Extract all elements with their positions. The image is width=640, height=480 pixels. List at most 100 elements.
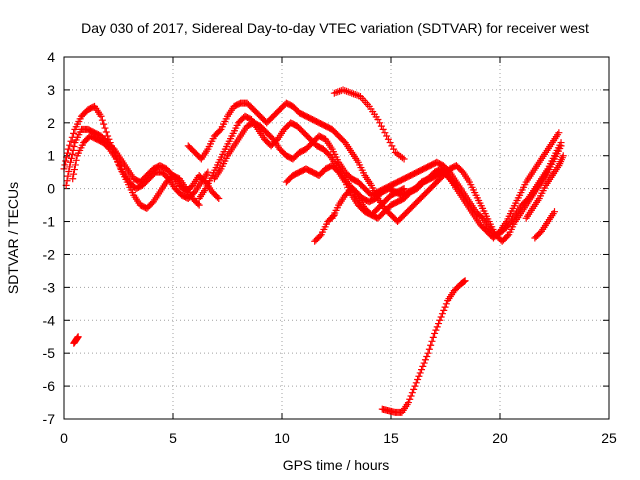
data-point bbox=[418, 366, 426, 374]
data-point bbox=[559, 152, 567, 160]
series-track-3 bbox=[69, 132, 212, 203]
data-point bbox=[432, 326, 440, 334]
y-axis-label: SDTVAR / TECUs bbox=[5, 182, 21, 294]
data-point bbox=[427, 341, 435, 349]
data-point bbox=[62, 157, 70, 165]
plot-frame bbox=[63, 56, 610, 420]
x-tick-label: 0 bbox=[60, 430, 68, 446]
data-point bbox=[442, 300, 450, 308]
data-point bbox=[68, 150, 76, 158]
data-point bbox=[400, 155, 408, 163]
data-point bbox=[194, 200, 202, 208]
x-tick-label: 5 bbox=[169, 430, 177, 446]
data-point bbox=[415, 372, 423, 380]
data-point bbox=[195, 201, 203, 209]
data-point bbox=[555, 129, 563, 137]
data-point bbox=[67, 154, 75, 162]
data-point bbox=[216, 127, 224, 135]
data-point bbox=[461, 277, 469, 285]
data-point bbox=[411, 382, 419, 390]
data-point bbox=[451, 180, 459, 188]
data-point bbox=[416, 369, 424, 377]
x-tick-label: 10 bbox=[274, 430, 290, 446]
data-point bbox=[64, 145, 72, 153]
data-point bbox=[404, 399, 412, 407]
data-point bbox=[460, 277, 468, 285]
data-point bbox=[64, 172, 72, 180]
data-point bbox=[431, 329, 439, 337]
series-track-13 bbox=[522, 152, 567, 222]
data-point bbox=[419, 362, 427, 370]
x-tick-label: 15 bbox=[383, 430, 399, 446]
data-point bbox=[67, 137, 75, 145]
data-point bbox=[428, 337, 436, 345]
x-tick-label: 20 bbox=[492, 430, 508, 446]
data-point bbox=[70, 143, 78, 151]
y-tick-label: 0 bbox=[47, 181, 55, 197]
data-point bbox=[557, 139, 565, 147]
y-tick-label: -1 bbox=[43, 214, 56, 230]
data-point bbox=[213, 193, 221, 201]
series-track-8 bbox=[328, 185, 408, 222]
y-tick-labels: -7 -6 -5 -4 -3 -2 -1 0 1 2 3 4 bbox=[43, 49, 56, 427]
y-tick-label: -2 bbox=[43, 246, 56, 262]
data-point bbox=[98, 116, 106, 124]
data-point bbox=[408, 389, 416, 397]
data-point bbox=[437, 313, 445, 321]
data-point bbox=[100, 120, 108, 128]
data-point bbox=[63, 149, 71, 157]
data-series bbox=[60, 86, 567, 416]
data-point bbox=[429, 333, 437, 341]
data-point bbox=[421, 356, 429, 364]
y-tick-label: 4 bbox=[47, 49, 55, 65]
data-point bbox=[66, 163, 74, 171]
y-tick-label: 1 bbox=[47, 148, 55, 164]
data-point bbox=[72, 156, 80, 164]
data-point bbox=[67, 158, 75, 166]
data-point bbox=[329, 212, 337, 220]
data-point bbox=[424, 349, 432, 357]
y-tick-label: -7 bbox=[43, 411, 56, 427]
series-track-12 bbox=[378, 277, 469, 416]
data-point bbox=[435, 320, 443, 328]
data-point bbox=[63, 177, 71, 185]
chart-title: Day 030 of 2017, Sidereal Day-to-day VTE… bbox=[81, 20, 589, 36]
data-point bbox=[399, 185, 407, 193]
data-point bbox=[70, 166, 78, 174]
y-tick-label: -3 bbox=[43, 279, 56, 295]
y-tick-label: 3 bbox=[47, 82, 55, 98]
data-point bbox=[65, 168, 73, 176]
data-point bbox=[412, 379, 420, 387]
data-point bbox=[101, 124, 109, 132]
y-tick-label: -5 bbox=[43, 345, 56, 361]
y-tick-label: -6 bbox=[43, 378, 56, 394]
series-track-11 bbox=[70, 333, 82, 347]
data-point bbox=[61, 161, 69, 169]
data-point bbox=[330, 211, 338, 219]
data-point bbox=[215, 195, 223, 203]
data-point bbox=[204, 168, 212, 176]
data-point bbox=[420, 359, 428, 367]
series-track-7 bbox=[282, 162, 460, 222]
data-point bbox=[400, 185, 408, 193]
data-point bbox=[70, 129, 78, 137]
series-track-9 bbox=[311, 211, 338, 245]
data-point bbox=[433, 323, 441, 331]
data-point bbox=[69, 146, 77, 154]
data-point bbox=[407, 392, 415, 400]
data-point bbox=[70, 170, 78, 178]
y-tick-label: 2 bbox=[47, 115, 55, 131]
data-point bbox=[316, 232, 324, 240]
data-point bbox=[97, 112, 105, 120]
data-point bbox=[410, 385, 418, 393]
x-tick-label: 25 bbox=[601, 430, 617, 446]
x-axis-label: GPS time / hours bbox=[283, 457, 390, 473]
data-point bbox=[104, 132, 112, 140]
data-point bbox=[425, 345, 433, 353]
data-point bbox=[436, 316, 444, 324]
data-point bbox=[440, 306, 448, 314]
data-point bbox=[438, 310, 446, 318]
data-point bbox=[551, 208, 558, 216]
